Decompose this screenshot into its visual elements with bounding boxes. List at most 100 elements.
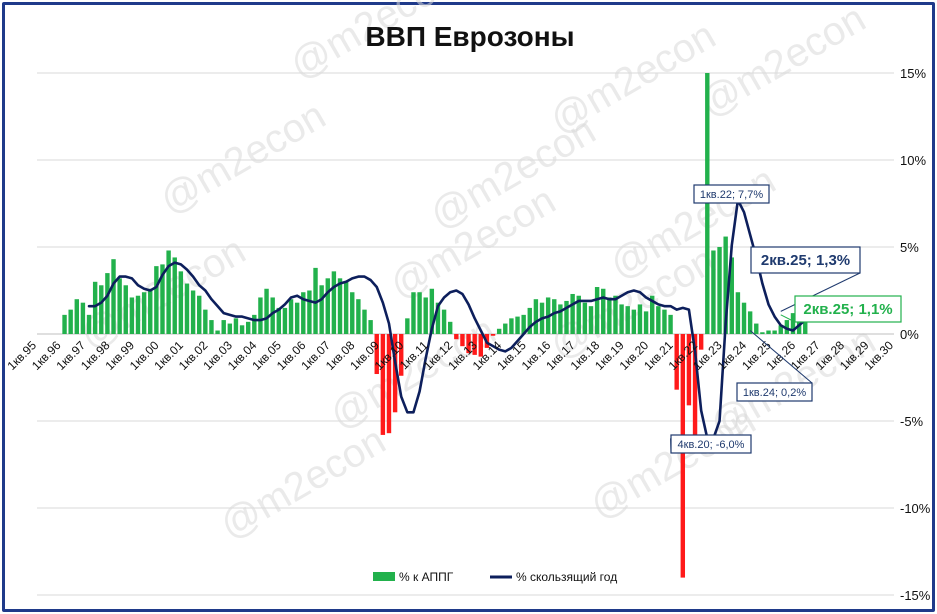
bar-mark	[454, 334, 459, 340]
bar-mark	[796, 313, 802, 334]
line-mark	[87, 198, 825, 440]
y-tick-label: 5%	[900, 240, 919, 255]
annotations: 1кв.22; 7,7% 2кв.25; 1,3% 2кв.25; 1,1% 1кв.…	[670, 184, 902, 454]
bar-mark	[166, 250, 171, 334]
bar-mark	[411, 292, 416, 334]
bar-mark	[184, 283, 190, 334]
bar-mark	[441, 309, 447, 334]
bar-mark	[135, 295, 141, 334]
legend-label-line: % скользящий год	[516, 570, 617, 584]
annotation-box	[693, 184, 770, 204]
bar-mark	[105, 273, 110, 334]
y-tick-label: 10%	[900, 153, 926, 168]
bar-mark	[356, 299, 361, 334]
y-tick-label: 15%	[900, 66, 926, 81]
y-axis: 15% 10% 5% 0% -5% -10% -15%	[900, 66, 931, 603]
annotation-label: 1кв.24; 0,2%	[743, 387, 806, 399]
bar-mark	[270, 297, 275, 334]
bar-mark	[221, 320, 226, 334]
bar-mark	[154, 266, 159, 334]
annotation-leader	[780, 314, 796, 323]
bar-mark	[117, 278, 122, 334]
bar-mark	[723, 236, 728, 334]
bar-mark	[68, 309, 73, 334]
bar-mark	[601, 288, 606, 334]
bar-mark	[741, 302, 747, 334]
bar-mark	[521, 314, 526, 334]
annotation-box	[794, 295, 902, 323]
bar-mark	[760, 332, 765, 334]
bar-mark	[209, 320, 214, 334]
bar-mark	[343, 281, 349, 334]
bar-mark	[80, 302, 86, 334]
annotation-box	[736, 382, 813, 402]
bar-mark	[674, 334, 679, 390]
bar-mark	[754, 323, 759, 334]
line-series	[87, 198, 825, 440]
bar-mark	[178, 271, 184, 334]
bar-mark	[62, 314, 67, 334]
bar-mark	[233, 318, 239, 334]
bar-mark	[717, 247, 722, 334]
bar-mark	[803, 314, 808, 334]
bar-mark	[325, 278, 330, 334]
y-tick-label: -5%	[900, 414, 924, 429]
annotation-leader	[780, 272, 861, 312]
bar-mark	[729, 257, 734, 334]
bar-mark	[429, 288, 435, 334]
bar-mark	[368, 320, 373, 334]
bar-mark	[564, 300, 569, 334]
bar-mark	[252, 314, 257, 334]
bar-mark	[111, 259, 116, 334]
bar-mark	[245, 321, 251, 334]
bar-mark	[319, 285, 324, 334]
bar-mark	[331, 271, 337, 334]
bar-mark	[92, 281, 98, 334]
annotation-box	[670, 434, 752, 454]
bar-mark	[447, 321, 453, 334]
bar-mark	[772, 330, 777, 334]
watermark-text: @m2econ	[213, 418, 393, 548]
bar-mark	[533, 299, 539, 334]
bar-mark	[747, 311, 753, 334]
bar-mark	[172, 257, 177, 334]
chart-title: ВВП Еврозоны	[365, 21, 574, 52]
bar-mark	[496, 328, 502, 334]
bar-mark	[576, 295, 581, 334]
bar-mark	[203, 309, 208, 334]
bar-mark	[386, 334, 392, 434]
bar-mark	[778, 325, 783, 334]
bar-mark	[129, 297, 135, 334]
bar-mark	[301, 292, 306, 334]
bar-mark	[380, 334, 386, 435]
bar-mark	[123, 285, 128, 334]
bar-series	[62, 73, 808, 578]
bar-mark	[692, 334, 698, 439]
bar-mark	[313, 267, 318, 334]
bar-mark	[282, 307, 288, 334]
bar-mark	[362, 309, 367, 334]
bar-mark	[643, 311, 649, 334]
bar-mark	[478, 334, 484, 357]
watermark-text: @m2econ	[693, 0, 873, 126]
bar-mark	[515, 316, 520, 334]
bar-mark	[264, 288, 269, 334]
bar-mark	[74, 299, 79, 334]
y-tick-label: -15%	[900, 588, 931, 603]
bar-mark	[86, 314, 92, 334]
annotation-label: 2кв.25; 1,1%	[803, 301, 892, 318]
bar-mark	[637, 304, 643, 334]
bar-mark	[276, 307, 282, 334]
bar-mark	[307, 290, 312, 334]
bar-mark	[405, 318, 410, 334]
bar-mark	[588, 306, 594, 334]
bar-mark	[790, 313, 796, 334]
bar-mark	[656, 306, 661, 334]
bar-mark	[399, 334, 404, 376]
bar-mark	[582, 302, 588, 334]
bar-mark	[490, 334, 496, 336]
bar-mark	[686, 334, 692, 406]
grid-lines	[37, 72, 894, 596]
y-tick-label: -10%	[900, 501, 931, 516]
